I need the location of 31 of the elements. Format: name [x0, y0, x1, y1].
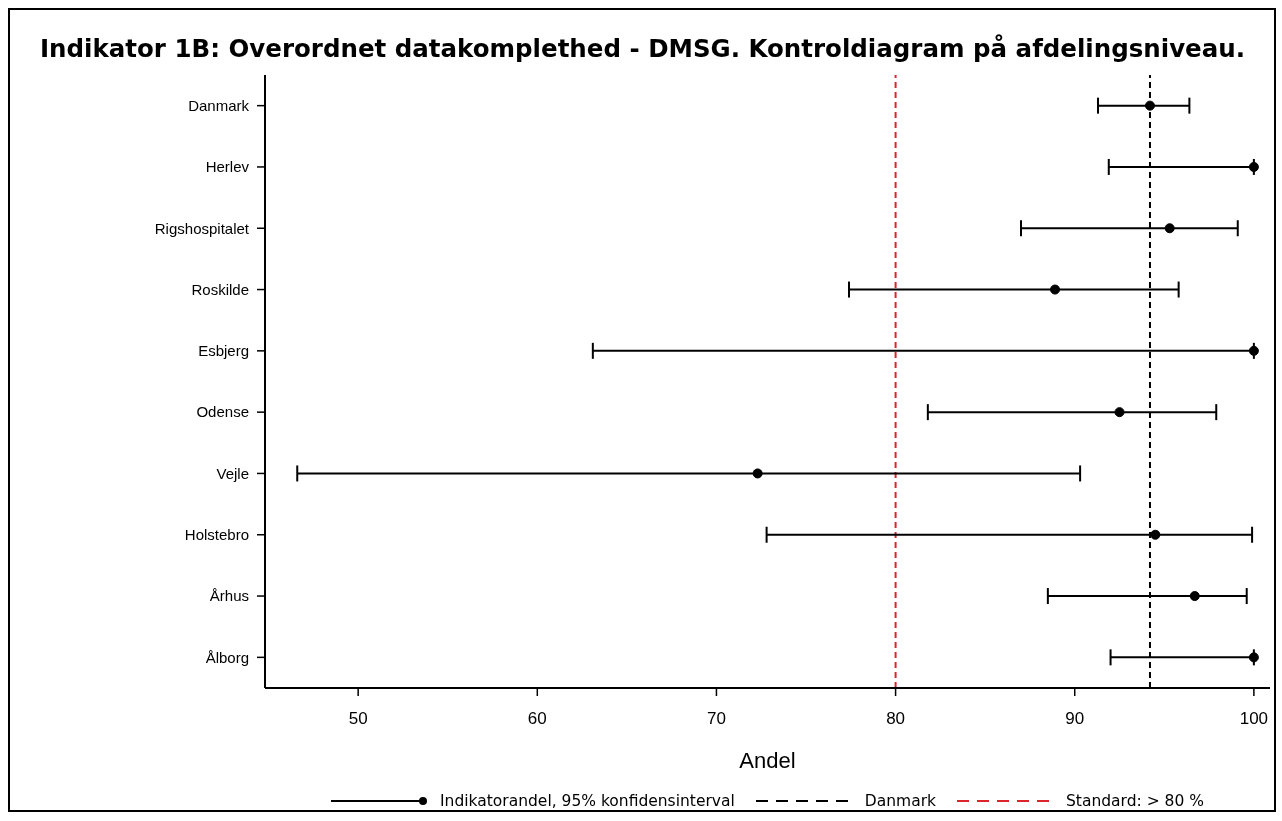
- y-tick-label: Esbjerg: [198, 342, 249, 360]
- legend-label: Standard: > 80 %: [1066, 792, 1204, 810]
- x-tick-label: 90: [1065, 709, 1085, 729]
- point: [1050, 284, 1061, 295]
- x-tick-label: 60: [527, 709, 547, 729]
- y-tick-label: Danmark: [188, 96, 250, 114]
- x-tick-label: 80: [886, 709, 906, 729]
- legend-label: Indikatorandel, 95% konfidensinterval: [440, 792, 735, 810]
- x-axis-title: Andel: [739, 748, 796, 773]
- point: [1144, 100, 1155, 111]
- point: [1248, 161, 1259, 172]
- y-tick-label: Rigshospitalet: [154, 219, 250, 237]
- point: [752, 468, 763, 479]
- y-tick-label: Holstebro: [184, 526, 249, 544]
- point: [1248, 345, 1259, 356]
- y-tick-label: Herlev: [205, 158, 250, 176]
- point: [1248, 652, 1259, 663]
- y-tick-label: Vejle: [216, 464, 249, 482]
- legend-label: Danmark: [864, 792, 936, 810]
- point: [1150, 529, 1161, 540]
- point: [1164, 223, 1175, 234]
- point: [1114, 407, 1125, 418]
- point: [1189, 591, 1200, 602]
- x-tick-label: 70: [706, 709, 726, 729]
- y-tick-label: Roskilde: [191, 280, 249, 298]
- chart-title: Indikator 1B: Overordnet datakomplethed - DMSG. Kontroldiagram på afdelingsniveau.: [40, 34, 1246, 63]
- y-tick-label: Århus: [209, 587, 249, 605]
- y-tick-label: Odense: [196, 403, 249, 421]
- y-tick-label: Ålborg: [205, 648, 249, 666]
- x-tick-label: 50: [348, 709, 368, 729]
- x-tick-label: 100: [1239, 709, 1269, 729]
